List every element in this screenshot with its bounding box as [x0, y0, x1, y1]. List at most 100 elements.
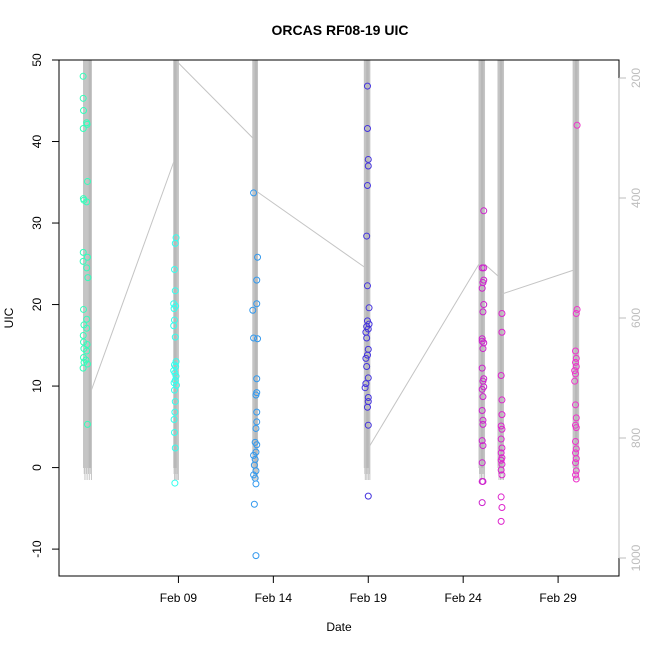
data-point — [497, 435, 505, 443]
data-point — [171, 398, 179, 406]
data-point — [253, 418, 261, 426]
data-point — [172, 302, 180, 310]
data-point — [253, 441, 261, 449]
data-point — [170, 386, 178, 394]
data-point — [497, 449, 505, 457]
data-point — [479, 416, 487, 424]
data-point — [80, 354, 88, 362]
data-point — [83, 315, 91, 323]
data-point — [361, 384, 369, 392]
data-point — [364, 492, 372, 500]
y-tick-label: 20 — [30, 298, 44, 312]
data-point — [478, 335, 486, 343]
data-point — [172, 372, 180, 380]
x-tick-label: Feb 19 — [350, 591, 388, 605]
y-tick-label: 40 — [30, 135, 44, 149]
data-point — [364, 162, 372, 170]
right-tick-label: 1000 — [629, 544, 643, 571]
data-point — [80, 358, 88, 366]
data-point — [79, 257, 87, 265]
data-point — [253, 408, 261, 416]
data-point — [498, 425, 506, 433]
data-point — [252, 391, 260, 399]
data-point — [572, 310, 580, 318]
data-point — [497, 422, 505, 430]
data-point — [171, 408, 179, 416]
chart-title: ORCAS RF08-19 UIC — [272, 22, 409, 38]
data-point — [363, 124, 371, 132]
data-point — [363, 363, 371, 371]
x-axis-label: Date — [326, 620, 352, 634]
data-point — [364, 155, 372, 163]
data-point — [498, 444, 506, 452]
altitude-track-line — [368, 263, 480, 448]
data-point — [479, 308, 487, 316]
data-point — [498, 504, 506, 512]
altitude-track-line — [257, 191, 365, 268]
data-point — [571, 370, 579, 378]
data-point — [363, 282, 371, 290]
data-point — [364, 421, 372, 429]
data-point — [498, 411, 506, 419]
data-point — [171, 287, 179, 295]
y-tick-label: -10 — [30, 540, 44, 558]
data-point — [365, 304, 373, 312]
x-axis: Feb 09 Feb 14 Feb 19 Feb 24 Feb 29 — [160, 575, 577, 605]
data-point — [479, 442, 487, 450]
data-point — [498, 471, 506, 479]
data-point — [478, 499, 486, 507]
data-point — [479, 420, 487, 428]
data-point — [250, 451, 258, 459]
data-point — [498, 310, 506, 318]
data-point — [364, 374, 372, 382]
data-point — [171, 479, 179, 487]
right-tick-label: 800 — [629, 428, 643, 448]
data-point — [171, 369, 179, 377]
data-point — [362, 354, 370, 362]
data-point — [572, 354, 580, 362]
y-tick-label: 0 — [30, 464, 44, 471]
data-point — [573, 121, 581, 129]
data-point — [170, 322, 178, 330]
data-point — [253, 375, 261, 383]
data-point — [83, 420, 91, 428]
data-point — [79, 124, 87, 132]
data-point — [252, 424, 260, 432]
right-axis: 200 400 600 800 1000 — [618, 68, 643, 571]
data-point — [363, 334, 371, 342]
x-tick-label: Feb 14 — [255, 591, 293, 605]
data-point — [572, 414, 580, 422]
data-point — [172, 358, 180, 366]
y-axis-label: UIC — [2, 307, 16, 328]
data-point — [498, 396, 506, 404]
data-point — [497, 466, 505, 474]
data-point — [363, 351, 371, 359]
data-point — [478, 364, 486, 372]
data-point — [573, 305, 581, 313]
data-point — [80, 338, 88, 346]
data-point — [478, 407, 486, 415]
data-point — [480, 207, 488, 215]
data-point — [571, 358, 579, 366]
data-point — [254, 253, 262, 261]
data-point — [83, 360, 91, 368]
data-point — [478, 459, 486, 467]
data-point — [80, 305, 88, 313]
x-tick-label: Feb 24 — [445, 591, 483, 605]
data-point — [250, 334, 258, 342]
data-point — [479, 393, 487, 401]
data-point — [83, 324, 91, 332]
data-point — [497, 493, 505, 501]
data-point — [478, 337, 486, 345]
altitude-track-line — [484, 263, 499, 277]
data-point — [571, 401, 579, 409]
x-tick-label: Feb 29 — [539, 591, 577, 605]
data-point — [171, 239, 179, 247]
data-point — [170, 379, 178, 387]
data-point — [250, 189, 258, 197]
data-point — [497, 371, 505, 379]
data-point — [83, 177, 91, 185]
data-point — [170, 265, 178, 273]
data-point — [253, 276, 261, 284]
data-point — [250, 471, 258, 479]
